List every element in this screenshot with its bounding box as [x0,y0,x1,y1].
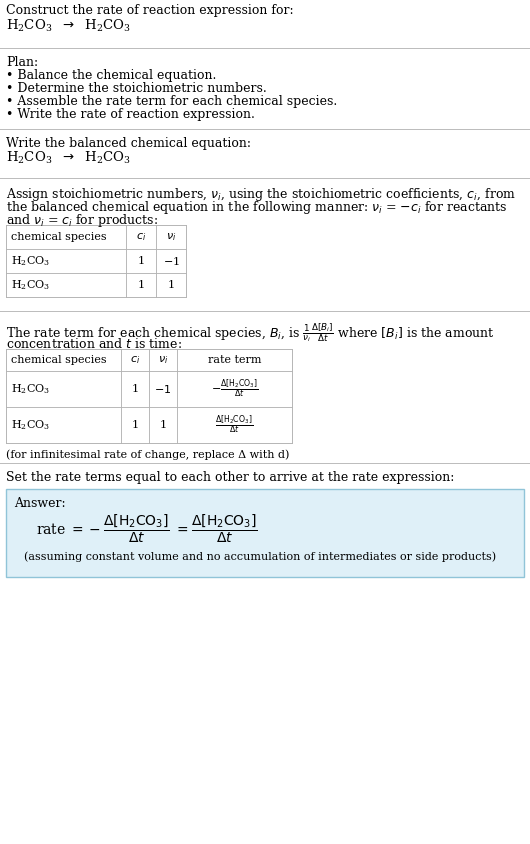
Text: Construct the rate of reaction expression for:: Construct the rate of reaction expressio… [6,4,294,17]
Text: The rate term for each chemical species, $B_i$, is $\frac{1}{\nu_i}\frac{\Delta[: The rate term for each chemical species,… [6,321,494,344]
Bar [149,371,177,407]
Bar [126,273,156,297]
Text: $\mathregular{H_2CO_3}$: $\mathregular{H_2CO_3}$ [11,418,50,432]
Text: 1: 1 [137,256,145,266]
Text: concentration and $t$ is time:: concentration and $t$ is time: [6,337,182,351]
Text: Set the rate terms equal to each other to arrive at the rate expression:: Set the rate terms equal to each other t… [6,471,454,484]
Text: $\mathregular{H_2CO_3}$  $\rightarrow$  $\mathregular{H_2CO_3}$: $\mathregular{H_2CO_3}$ $\rightarrow$ $\… [6,150,131,166]
Text: Answer:: Answer: [14,497,66,510]
Bar [121,407,149,443]
Text: 1: 1 [131,384,138,394]
Text: $c_i$: $c_i$ [130,354,140,366]
Bar [126,225,156,249]
Bar [177,349,292,371]
Bar [121,371,149,407]
Bar [126,249,156,273]
Text: and $\mathit{\nu_i}$ = $\mathit{c_i}$ for products:: and $\mathit{\nu_i}$ = $\mathit{c_i}$ fo… [6,212,158,229]
Text: (assuming constant volume and no accumulation of intermediates or side products): (assuming constant volume and no accumul… [24,551,496,561]
Text: chemical species: chemical species [11,355,107,365]
Text: • Write the rate of reaction expression.: • Write the rate of reaction expression. [6,108,255,121]
Text: $c_i$: $c_i$ [136,231,146,243]
Text: $\nu_i$: $\nu_i$ [166,231,176,243]
Text: $-\frac{\Delta[\mathrm{H_2CO_3}]}{\Delta t}$: $-\frac{\Delta[\mathrm{H_2CO_3}]}{\Delta… [210,377,258,400]
Bar [6,273,126,297]
Text: Write the balanced chemical equation:: Write the balanced chemical equation: [6,137,251,150]
Text: $\nu_i$: $\nu_i$ [158,354,168,366]
Bar [6,249,126,273]
Text: rate $= -\dfrac{\Delta[\mathrm{H_2CO_3}]}{\Delta t}$ $= \dfrac{\Delta[\mathrm{H_: rate $= -\dfrac{\Delta[\mathrm{H_2CO_3}]… [36,513,258,545]
Bar [6,225,186,297]
Text: Assign stoichiometric numbers, $\mathit{\nu_i}$, using the stoichiometric coeffi: Assign stoichiometric numbers, $\mathit{… [6,186,516,203]
Bar [149,349,177,371]
Bar [6,349,121,371]
Text: $\frac{\Delta[\mathrm{H_2CO_3}]}{\Delta t}$: $\frac{\Delta[\mathrm{H_2CO_3}]}{\Delta … [215,414,254,436]
Text: • Determine the stoichiometric numbers.: • Determine the stoichiometric numbers. [6,82,267,95]
Bar [156,225,186,249]
Text: chemical species: chemical species [11,232,107,242]
Text: • Assemble the rate term for each chemical species.: • Assemble the rate term for each chemic… [6,95,337,108]
Text: $\mathregular{H_2CO_3}$: $\mathregular{H_2CO_3}$ [11,279,50,292]
Text: $\mathregular{H_2CO_3}$: $\mathregular{H_2CO_3}$ [11,254,50,268]
Bar [6,225,126,249]
Bar [6,371,121,407]
Bar [149,407,177,443]
Bar [6,407,121,443]
Bar [6,489,524,577]
Text: 1: 1 [160,420,166,430]
Bar [121,349,149,371]
Text: rate term: rate term [208,355,261,365]
Text: $\mathregular{H_2CO_3}$  $\rightarrow$  $\mathregular{H_2CO_3}$: $\mathregular{H_2CO_3}$ $\rightarrow$ $\… [6,18,131,34]
Text: $-$1: $-$1 [163,255,180,267]
Text: $-1$: $-1$ [154,383,172,395]
Text: 1: 1 [131,420,138,430]
Text: 1: 1 [167,280,174,290]
Bar [156,249,186,273]
Bar [177,407,292,443]
Text: (for infinitesimal rate of change, replace Δ with d): (for infinitesimal rate of change, repla… [6,449,289,460]
Bar [177,371,292,407]
Bar [6,349,292,443]
Text: the balanced chemical equation in the following manner: $\mathit{\nu_i}$ = $-\ma: the balanced chemical equation in the fo… [6,199,507,216]
Text: 1: 1 [137,280,145,290]
Text: • Balance the chemical equation.: • Balance the chemical equation. [6,69,216,82]
Bar [156,273,186,297]
Text: Plan:: Plan: [6,56,38,69]
Text: $\mathregular{H_2CO_3}$: $\mathregular{H_2CO_3}$ [11,382,50,396]
